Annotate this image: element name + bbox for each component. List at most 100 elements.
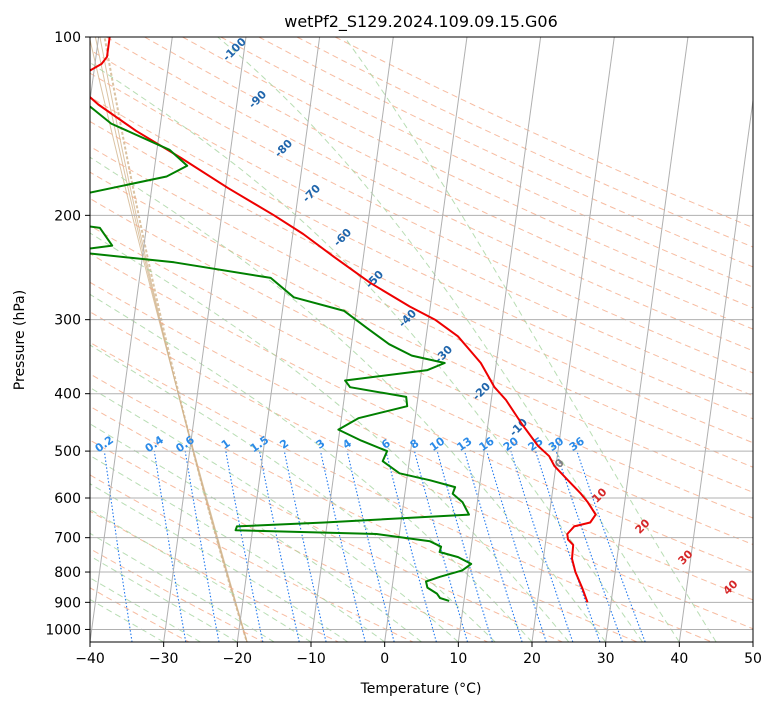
dry-adiabat bbox=[220, 37, 753, 288]
mixing-ratio-line bbox=[319, 450, 366, 642]
plot-frame bbox=[89, 36, 754, 643]
isotherm bbox=[384, 37, 468, 642]
x-tick-label: −20 bbox=[223, 651, 253, 667]
moist-adiabat bbox=[90, 293, 533, 642]
y-tick-label: 1000 bbox=[45, 622, 81, 638]
dewpoint-profile bbox=[90, 105, 473, 602]
moist-adiabat bbox=[217, 37, 680, 642]
isotherm bbox=[752, 638, 753, 642]
mixing-ratio-line bbox=[346, 450, 395, 642]
x-axis-label: Temperature (°C) bbox=[360, 681, 482, 697]
mixing-ratio-line bbox=[103, 451, 133, 642]
isotherm bbox=[236, 37, 321, 642]
mixing-ratio-line bbox=[486, 450, 547, 642]
pressure-gridlines bbox=[90, 37, 753, 630]
dry-adiabat-label: -60 bbox=[331, 226, 354, 249]
dry-adiabat bbox=[90, 548, 264, 642]
dry-adiabat bbox=[334, 37, 753, 229]
dry-adiabat bbox=[90, 225, 753, 546]
x-tick-label: 40 bbox=[670, 651, 688, 667]
theta-e-arc bbox=[103, 37, 248, 642]
mixing-ratio-line bbox=[385, 450, 437, 642]
moist-adiabat bbox=[90, 532, 275, 642]
isotherm bbox=[163, 37, 247, 642]
dry-adiabat bbox=[90, 197, 753, 519]
isotherm bbox=[678, 96, 753, 642]
x-tick-label: 10 bbox=[449, 651, 467, 667]
mixing-ratio-line bbox=[510, 450, 574, 642]
mixing-ratio-line bbox=[283, 450, 327, 642]
mixing-ratio-line bbox=[413, 450, 469, 642]
moist-adiabat-label: 20 bbox=[633, 516, 653, 536]
mixing-ratio-line bbox=[464, 450, 523, 642]
moist-adiabat bbox=[90, 232, 570, 642]
background-lines bbox=[90, 37, 753, 642]
x-tick-label: 50 bbox=[744, 651, 762, 667]
mixing-ratio-label: 0.2 bbox=[93, 433, 116, 455]
mixing-ratio-line bbox=[555, 450, 623, 642]
dry-adiabat bbox=[90, 281, 753, 601]
isotherm bbox=[90, 37, 100, 105]
mixing-ratio-label: 1.5 bbox=[248, 433, 271, 455]
x-tick-label: 30 bbox=[597, 651, 615, 667]
y-axis: 100 200 300 400 500 600 700 800 900 1000 bbox=[45, 30, 90, 638]
x-tick-label: 20 bbox=[523, 651, 541, 667]
y-tick-label: 500 bbox=[54, 444, 81, 460]
x-axis: −40 −30 −20 −10 0 10 20 30 40 50 bbox=[75, 642, 762, 667]
dry-adiabat bbox=[90, 439, 488, 642]
y-tick-label: 200 bbox=[54, 208, 81, 224]
mixing-ratio-label: 2 bbox=[277, 437, 291, 452]
chart-title: wetPf2_S129.2024.109.09.15.G06 bbox=[284, 12, 558, 32]
moist-adiabat bbox=[90, 555, 238, 642]
mixing-ratio-label: 0.4 bbox=[143, 433, 167, 455]
moist-adiabat bbox=[90, 156, 607, 642]
temperature-profile bbox=[90, 37, 597, 603]
moist-adiabat-label: 0 bbox=[552, 456, 567, 471]
moist-adiabat bbox=[90, 423, 422, 642]
isotherm bbox=[605, 37, 689, 642]
moist-adiabat bbox=[343, 37, 717, 642]
x-tick-label: −40 bbox=[75, 651, 105, 667]
dry-adiabat bbox=[90, 587, 190, 642]
dry-adiabat bbox=[182, 37, 753, 309]
isotherm bbox=[310, 37, 394, 642]
moist-adiabat-label: 10 bbox=[590, 485, 610, 505]
isotherm bbox=[531, 37, 615, 642]
y-tick-label: 900 bbox=[54, 595, 81, 611]
dry-adiabat-label: -70 bbox=[300, 182, 323, 205]
moist-adiabat bbox=[90, 483, 349, 642]
mixing-ratio-line bbox=[258, 450, 300, 642]
mixing-ratio-line bbox=[576, 450, 646, 642]
moist-adiabat-label: 40 bbox=[721, 577, 741, 597]
dry-adiabat bbox=[90, 405, 563, 642]
moist-adiabat bbox=[90, 508, 312, 642]
dry-adiabat bbox=[90, 171, 753, 493]
dry-adiabat bbox=[90, 373, 638, 642]
profiles bbox=[90, 37, 597, 603]
moist-adiabat bbox=[90, 577, 201, 642]
x-tick-label: −10 bbox=[296, 651, 326, 667]
mixing-ratio-line bbox=[153, 451, 187, 642]
moist-adiabat bbox=[90, 454, 385, 642]
isotherm bbox=[457, 37, 542, 642]
moist-adiabat-label: 30 bbox=[676, 547, 696, 567]
dry-adiabat bbox=[90, 311, 753, 630]
line-annotations: 0.1 0.2 0.4 0.6 1 1.5 2 3 4 6 8 10 13 16 20 25 30 36-100-… bbox=[93, 37, 741, 598]
mixing-ratio-label: 4 bbox=[340, 437, 354, 452]
dry-adiabat bbox=[90, 253, 753, 573]
mixing-ratio-label: 8 bbox=[408, 437, 422, 452]
y-tick-label: 800 bbox=[54, 565, 81, 581]
x-tick-label: −30 bbox=[149, 651, 179, 667]
dry-adiabat bbox=[90, 49, 753, 374]
y-tick-label: 400 bbox=[54, 387, 81, 403]
dry-adiabat-label: -80 bbox=[272, 137, 295, 160]
x-tick-label: 0 bbox=[380, 651, 389, 667]
isotherm bbox=[90, 37, 173, 642]
y-tick-label: 600 bbox=[54, 491, 81, 507]
dry-adiabat bbox=[90, 341, 712, 642]
dry-adiabat bbox=[90, 145, 753, 468]
y-tick-label: 100 bbox=[54, 30, 81, 46]
dry-adiabat bbox=[144, 37, 753, 330]
moist-adiabat bbox=[90, 61, 643, 642]
